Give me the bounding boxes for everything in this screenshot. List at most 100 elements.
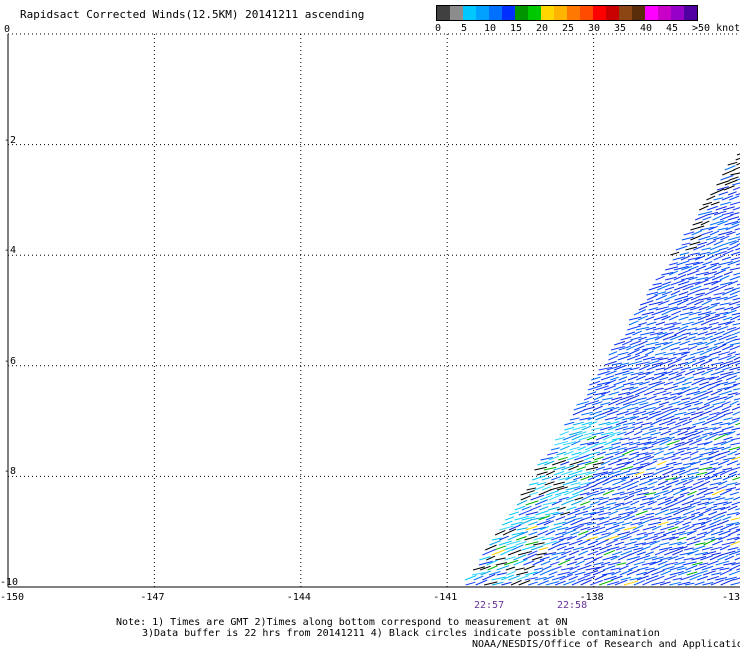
wind-vector — [618, 457, 629, 461]
wind-vector — [536, 471, 548, 476]
wind-vector — [689, 305, 702, 311]
wind-vector — [719, 569, 733, 576]
wind-vector — [630, 500, 640, 506]
wind-vector — [660, 525, 675, 531]
wind-vector — [585, 529, 599, 536]
wind-vector — [609, 406, 620, 411]
wind-vector — [566, 494, 580, 501]
wind-vector — [717, 555, 729, 561]
wind-vector — [510, 521, 523, 526]
wind-vector — [554, 580, 566, 586]
wind-vector — [688, 475, 700, 481]
wind-vector — [549, 525, 562, 531]
wind-vector — [719, 214, 733, 221]
wind-vector — [706, 211, 719, 216]
wind-vector — [633, 547, 644, 551]
wind-vector — [728, 470, 738, 476]
wind-vector — [504, 556, 516, 561]
wind-vector — [687, 327, 698, 331]
wind-vector — [673, 386, 686, 391]
wind-vector — [594, 565, 605, 571]
wind-vector — [495, 557, 506, 561]
wind-vector — [665, 499, 678, 506]
wind-vector — [732, 207, 740, 211]
wind-vector — [695, 326, 707, 331]
wind-vector — [717, 227, 729, 231]
wind-vector — [735, 157, 740, 161]
wind-vector — [591, 546, 602, 551]
wind-vector — [587, 441, 599, 446]
wind-vector — [694, 565, 707, 571]
wind-vector — [670, 251, 680, 256]
wind-vector — [505, 566, 516, 571]
wind-vector — [676, 354, 688, 361]
wind-vector — [645, 370, 655, 376]
wind-vector — [711, 421, 723, 426]
wind-vector — [584, 444, 597, 451]
wind-vector — [530, 494, 545, 501]
wind-vector — [585, 566, 600, 571]
wind-vector — [639, 331, 655, 336]
wind-vector — [636, 535, 649, 541]
wind-vector — [620, 336, 632, 341]
wind-vector — [547, 451, 559, 456]
wind-vector — [690, 350, 704, 356]
wind-vector — [541, 485, 552, 491]
wind-vector — [557, 571, 571, 576]
wind-vector — [661, 455, 676, 461]
wind-vector — [697, 314, 711, 321]
legend-swatch — [450, 6, 463, 20]
wind-vector — [618, 565, 629, 571]
wind-vector — [611, 551, 623, 556]
wind-vector — [531, 545, 544, 551]
wind-vector — [719, 247, 729, 251]
wind-vector — [554, 440, 569, 446]
wind-vector — [693, 525, 706, 531]
wind-vector — [624, 541, 637, 546]
wind-vector — [682, 561, 697, 566]
wind-vector — [664, 575, 677, 581]
wind-vector — [661, 281, 672, 286]
wind-vector — [706, 195, 716, 201]
wind-vector — [713, 441, 727, 446]
wind-vector — [677, 430, 688, 436]
wind-vector — [568, 430, 582, 436]
legend-swatch — [580, 6, 593, 20]
wind-vector — [730, 251, 740, 256]
wind-vector — [662, 470, 674, 476]
wind-vector — [606, 421, 620, 426]
wind-vector — [696, 346, 709, 351]
wind-vector — [562, 480, 578, 486]
wind-vector — [658, 357, 669, 361]
wind-vector — [688, 414, 703, 421]
wind-vector — [603, 385, 616, 391]
wind-vector — [709, 379, 723, 386]
wind-vector — [662, 530, 677, 536]
wind-vector — [668, 371, 679, 376]
wind-vector — [628, 565, 639, 571]
wind-vector — [505, 516, 515, 521]
wind-vector — [610, 555, 620, 561]
wind-vector — [712, 405, 724, 411]
wind-vector — [718, 355, 732, 361]
wind-vector — [700, 497, 711, 501]
wind-vector — [673, 495, 685, 501]
wind-vector — [657, 521, 669, 526]
wind-vector — [710, 335, 723, 341]
wind-vector — [556, 545, 567, 551]
wind-vector — [683, 515, 696, 521]
wind-vector — [551, 476, 561, 481]
wind-vector — [648, 410, 662, 416]
wind-vector — [625, 558, 640, 566]
wind-vector — [648, 307, 659, 311]
wind-vector — [594, 491, 606, 496]
wind-vector — [689, 366, 704, 371]
wind-vector — [704, 446, 718, 451]
wind-vector — [663, 381, 674, 386]
wind-vector — [704, 470, 715, 476]
wind-vector — [682, 521, 692, 526]
wind-vector — [638, 386, 648, 391]
wind-vector — [578, 521, 592, 526]
wind-vector — [546, 490, 560, 496]
wind-vector — [719, 544, 731, 551]
